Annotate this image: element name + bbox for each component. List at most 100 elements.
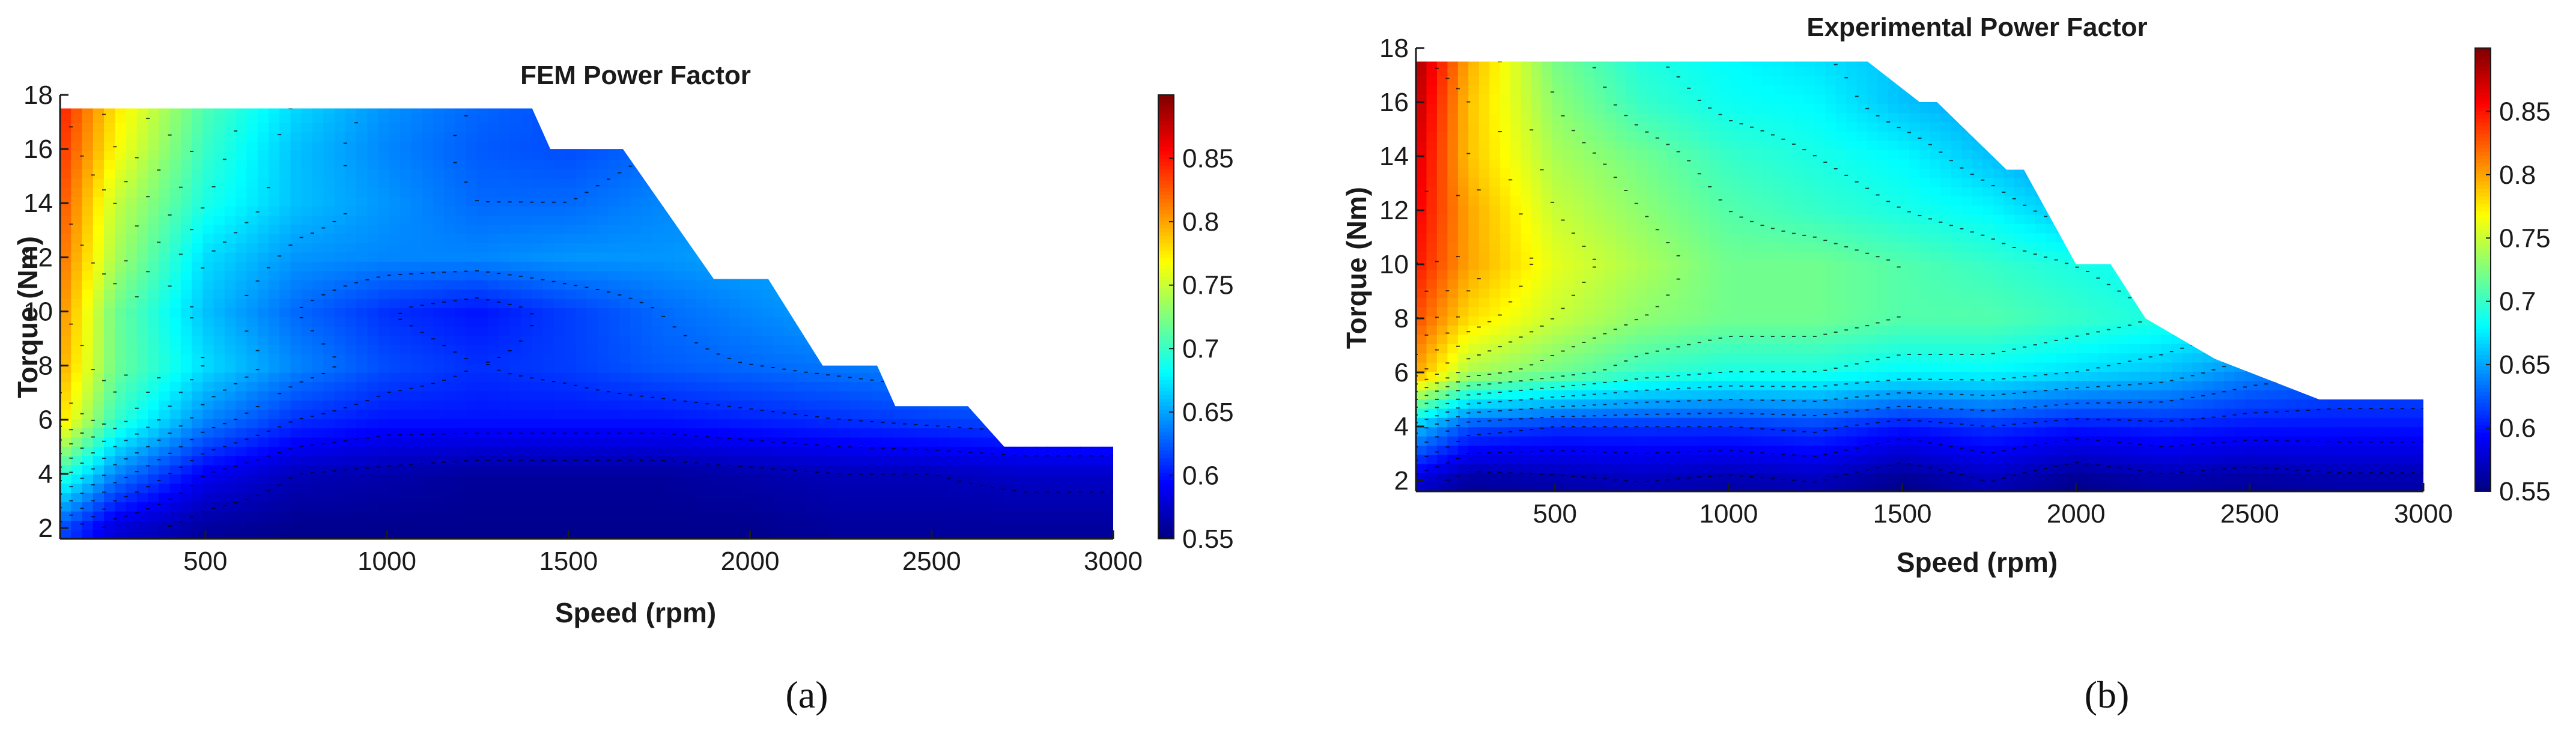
heatmap-cell [992,150,1004,160]
heatmap-cell [169,252,181,262]
heatmap-cell [740,474,752,484]
heatmap-cell [411,344,423,354]
heatmap-cell [224,372,236,383]
heatmap-cell [180,141,192,151]
heatmap-cell [1036,308,1048,318]
heatmap-cell [71,502,83,512]
heatmap-cell [1036,279,1048,290]
heatmap-cell [959,511,971,521]
heatmap-cell [224,215,236,225]
heatmap-cell [1047,474,1059,484]
heatmap-cell [806,132,818,142]
heatmap-cell [159,409,171,419]
heatmap-cell [696,159,708,169]
heatmap-cell [180,363,192,373]
heatmap-cell [849,233,861,244]
heatmap-cell [893,233,905,244]
heatmap-cell [312,308,324,318]
heatmap-cell [795,409,807,419]
heatmap-cell [718,150,730,160]
heatmap-cell [126,502,138,512]
heatmap-cell [148,335,160,345]
heatmap-cell [784,150,796,160]
heatmap-cell [509,529,521,539]
heatmap-cell [509,418,521,429]
heatmap-cell [893,493,905,503]
heatmap-cell [235,159,248,169]
heatmap-cell [565,372,577,383]
heatmap-cell [1058,113,1070,123]
heatmap-cell [1091,464,1103,475]
heatmap-cell [674,141,686,151]
heatmap-cell [861,502,873,512]
heatmap-cell [1416,334,1427,344]
contour-level [60,134,172,455]
heatmap-cell [1036,493,1048,503]
heatmap-cell [115,243,127,253]
heatmap-cell [268,298,280,308]
heatmap-cell [224,409,236,419]
heatmap-cell [356,381,368,392]
heatmap-cell [674,279,686,290]
heatmap-cell [466,483,478,493]
heatmap-cell [916,483,928,493]
heatmap-cell [433,344,445,354]
colorbar-swatch [1158,298,1174,303]
heatmap-cell [663,493,675,503]
heatmap-cell [82,233,94,244]
heatmap-cell [872,178,884,188]
heatmap-cell [126,123,138,133]
heatmap-cell [707,279,719,290]
heatmap-cell [970,502,982,512]
heatmap-cell [817,243,829,253]
heatmap-cell [148,95,159,105]
heatmap-cell [893,279,905,290]
heatmap-cell [180,493,192,503]
heatmap-cell [356,187,368,198]
heatmap-cell [279,455,291,466]
heatmap-cell [696,317,708,327]
heatmap-cell [290,141,302,151]
heatmap-cell [773,493,785,503]
heatmap-cell [400,455,412,466]
heatmap-cell [126,381,138,392]
heatmap-cell [795,446,807,456]
heatmap-cell [609,169,621,179]
heatmap-cell [509,178,521,188]
heatmap-cell [476,132,488,142]
heatmap-cell [312,159,324,169]
heatmap-cell [729,95,741,105]
heatmap-cell [992,409,1004,419]
heatmap-cell [1069,446,1081,456]
heatmap-cell [970,261,982,271]
heatmap-cell [970,159,982,169]
heatmap-cell [1091,215,1103,225]
heatmap-cell [1069,233,1081,244]
heatmap-cell [224,252,236,262]
heatmap-cell [762,354,774,364]
heatmap-cell [159,446,171,456]
heatmap-cell [609,298,621,308]
heatmap-cell [849,437,861,447]
heatmap-cell [937,132,949,142]
heatmap-cell [476,511,488,521]
heatmap-cell [213,178,225,188]
heatmap-cell [213,252,225,262]
heatmap-cell [60,511,72,521]
heatmap-cell [806,354,818,364]
heatmap-cell [367,252,379,262]
heatmap-cell [663,326,675,336]
heatmap-cell [301,474,313,484]
heatmap-cell [828,363,840,373]
heatmap-cell [60,502,72,512]
heatmap-cell [992,159,1004,169]
heatmap-cell [959,289,971,299]
heatmap-cell [334,113,346,123]
heatmap-cell [433,409,445,419]
heatmap-cell [159,123,171,133]
heatmap-cell [1069,95,1081,105]
heatmap-cell [433,141,445,151]
heatmap-cell [1091,123,1103,133]
heatmap-cell [136,252,148,262]
heatmap-cell [290,308,302,318]
